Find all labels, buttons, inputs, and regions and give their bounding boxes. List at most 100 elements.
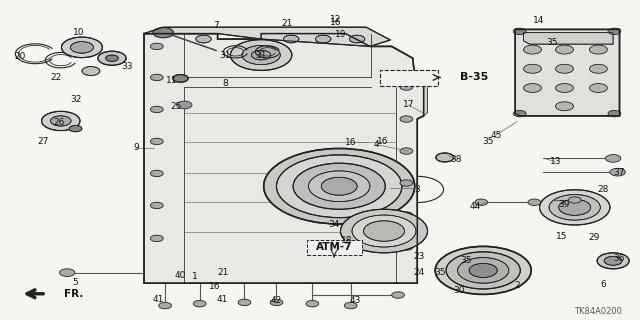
Circle shape	[150, 235, 163, 242]
Text: 5: 5	[73, 278, 78, 287]
Circle shape	[540, 190, 610, 225]
Circle shape	[306, 300, 319, 307]
Polygon shape	[144, 34, 424, 283]
Circle shape	[150, 106, 163, 113]
Circle shape	[400, 84, 413, 90]
Circle shape	[608, 110, 621, 117]
Circle shape	[42, 111, 80, 131]
Text: 16: 16	[345, 138, 356, 147]
Text: 23: 23	[413, 252, 425, 261]
Text: 35: 35	[435, 268, 446, 277]
Circle shape	[98, 51, 126, 65]
Circle shape	[293, 163, 385, 209]
Text: 39: 39	[559, 200, 570, 209]
Circle shape	[106, 55, 118, 61]
Circle shape	[321, 177, 357, 195]
Circle shape	[82, 67, 100, 76]
Circle shape	[270, 299, 283, 306]
Text: 25: 25	[170, 102, 182, 111]
Circle shape	[340, 209, 428, 253]
Circle shape	[150, 138, 163, 145]
Text: 11: 11	[166, 76, 177, 85]
Text: 43: 43	[349, 296, 361, 305]
Circle shape	[70, 42, 93, 53]
Circle shape	[159, 302, 172, 309]
Text: 9: 9	[134, 143, 139, 152]
Text: 15: 15	[556, 232, 568, 241]
Text: 41: 41	[217, 295, 228, 304]
Circle shape	[436, 153, 454, 162]
Text: 16: 16	[377, 137, 388, 146]
Text: 4: 4	[374, 140, 379, 149]
Circle shape	[150, 170, 163, 177]
Text: 28: 28	[597, 185, 609, 194]
Text: 44: 44	[469, 202, 481, 211]
Text: 33: 33	[121, 62, 132, 71]
Circle shape	[528, 199, 541, 205]
Circle shape	[308, 171, 370, 202]
Text: 41: 41	[153, 295, 164, 304]
Text: 17: 17	[403, 100, 414, 109]
Text: 20: 20	[15, 52, 26, 61]
Polygon shape	[144, 27, 390, 46]
Circle shape	[392, 292, 404, 298]
Circle shape	[252, 50, 271, 60]
Circle shape	[61, 37, 102, 58]
Text: 21: 21	[281, 19, 292, 28]
Circle shape	[173, 75, 188, 82]
Circle shape	[344, 302, 357, 309]
Text: 13: 13	[550, 157, 561, 166]
Circle shape	[150, 74, 163, 81]
Circle shape	[469, 263, 497, 277]
Circle shape	[349, 35, 365, 43]
Circle shape	[238, 299, 251, 306]
Text: 24: 24	[413, 268, 425, 277]
Text: 7: 7	[214, 21, 219, 30]
Circle shape	[513, 28, 526, 35]
Circle shape	[153, 28, 173, 38]
FancyBboxPatch shape	[380, 70, 438, 86]
Circle shape	[597, 253, 629, 269]
Circle shape	[608, 28, 621, 35]
Text: 38: 38	[450, 155, 461, 164]
Circle shape	[589, 64, 607, 73]
Circle shape	[276, 155, 402, 218]
Circle shape	[400, 116, 413, 122]
Circle shape	[60, 269, 75, 276]
Text: 21: 21	[217, 268, 228, 277]
Text: 31: 31	[255, 51, 267, 60]
Text: 36: 36	[614, 254, 625, 263]
Text: 35: 35	[460, 256, 472, 265]
Circle shape	[352, 215, 416, 247]
Text: 26: 26	[53, 118, 65, 127]
Text: 42: 42	[271, 296, 282, 305]
Text: 35: 35	[546, 38, 557, 47]
Circle shape	[475, 199, 488, 205]
Text: 16: 16	[209, 282, 220, 291]
Text: 14: 14	[533, 16, 545, 25]
Circle shape	[196, 35, 211, 43]
Circle shape	[605, 155, 621, 162]
Circle shape	[556, 45, 573, 54]
Text: 34: 34	[328, 220, 340, 229]
Circle shape	[513, 110, 526, 117]
Text: 27: 27	[38, 137, 49, 146]
Circle shape	[589, 45, 607, 54]
Circle shape	[230, 40, 292, 70]
Circle shape	[400, 212, 413, 218]
Circle shape	[400, 180, 413, 186]
Circle shape	[549, 195, 600, 220]
Text: 31: 31	[220, 51, 231, 60]
Text: 10: 10	[73, 28, 84, 37]
Text: 8: 8	[223, 79, 228, 88]
Text: 12: 12	[330, 15, 342, 24]
FancyBboxPatch shape	[307, 240, 362, 255]
Circle shape	[568, 197, 581, 203]
Circle shape	[284, 35, 299, 43]
Text: 18: 18	[341, 236, 353, 245]
Text: 22: 22	[51, 73, 62, 82]
Circle shape	[458, 258, 509, 283]
Circle shape	[589, 84, 607, 92]
Circle shape	[242, 45, 280, 65]
Circle shape	[524, 84, 541, 92]
